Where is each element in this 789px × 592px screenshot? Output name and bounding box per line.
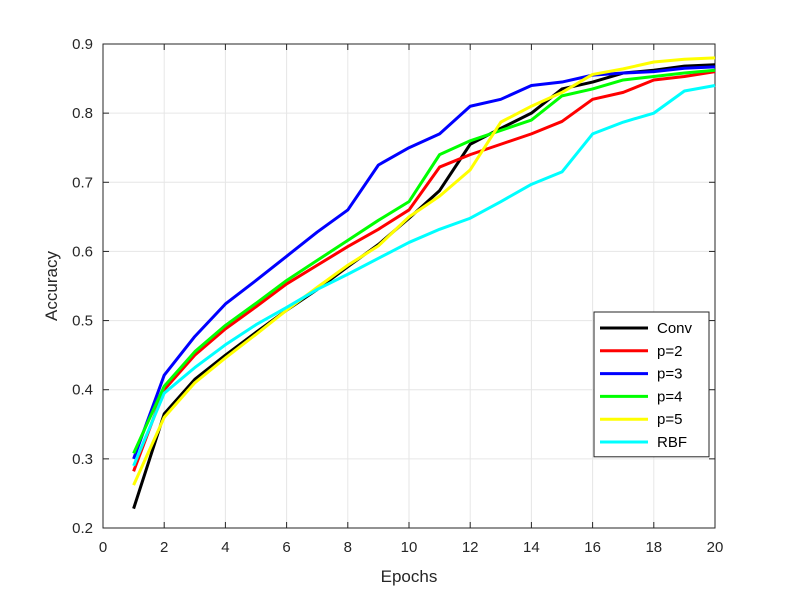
series-line-rbf <box>132 84 716 467</box>
legend-label-p-5: p=5 <box>657 411 682 428</box>
legend-label-p-3: p=3 <box>657 366 682 383</box>
series-line-p-5 <box>132 56 716 486</box>
y-tick-label: 0.4 <box>72 382 93 399</box>
legend: Conv p=2 p=3 p=4 p=5 RBF <box>593 311 710 458</box>
x-axis-label: Epochs <box>381 567 438 586</box>
y-axis-label: Accuracy <box>42 251 61 321</box>
y-tick-label: 0.8 <box>72 105 93 122</box>
series-line-p-2 <box>132 70 716 472</box>
legend-label-p-2: p=2 <box>657 343 682 360</box>
x-tick-label: 16 <box>584 539 601 556</box>
x-tick-label: 0 <box>99 539 107 556</box>
legend-label-p-4: p=4 <box>657 388 682 405</box>
x-tick-label: 6 <box>282 539 290 556</box>
x-tick-label: 8 <box>344 539 352 556</box>
legend-label-conv: Conv <box>657 320 693 337</box>
y-tick-label: 0.7 <box>72 174 93 191</box>
y-tick-label: 0.6 <box>72 243 93 260</box>
y-tick-label: 0.5 <box>72 313 93 330</box>
series-line-p-3 <box>132 65 716 460</box>
x-tick-label: 20 <box>707 539 724 556</box>
series-lines <box>132 56 716 510</box>
y-tick-label: 0.3 <box>72 451 93 468</box>
x-tick-label: 2 <box>160 539 168 556</box>
y-tick-label: 0.9 <box>72 36 93 53</box>
x-tick-label: 14 <box>523 539 540 556</box>
x-tick-label: 12 <box>462 539 479 556</box>
legend-label-rbf: RBF <box>657 434 687 451</box>
y-tick-label: 0.2 <box>72 520 93 537</box>
x-tick-label: 4 <box>221 539 229 556</box>
x-tick-label: 18 <box>645 539 662 556</box>
legend-box <box>593 311 710 458</box>
x-tick-label: 10 <box>401 539 418 556</box>
axis-ticks: 0 2 4 6 8 10 12 14 16 18 20 0.2 0.3 0.4 0.5 0.6 0.7 0.8 0.… <box>72 36 723 556</box>
series-line-p-4 <box>132 68 716 454</box>
